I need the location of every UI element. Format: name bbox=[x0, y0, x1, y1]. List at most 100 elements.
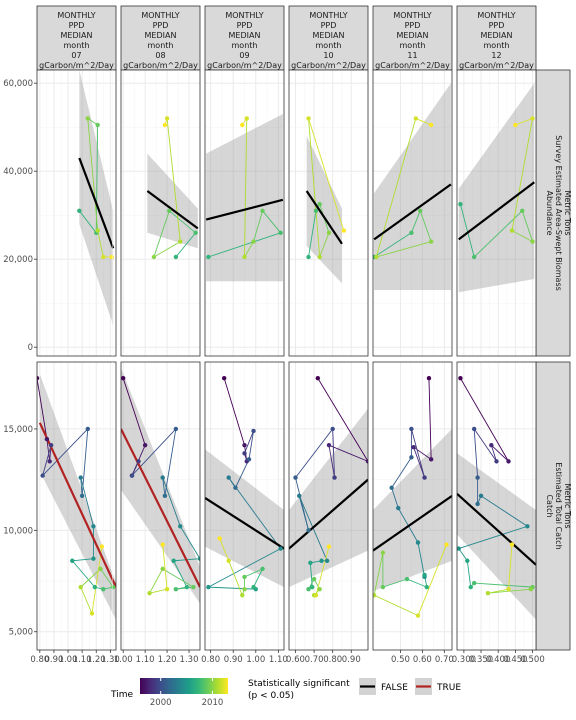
data-point bbox=[101, 586, 106, 592]
column-strip-label: MONTHLY bbox=[477, 11, 515, 20]
confidence-ribbon bbox=[79, 70, 114, 326]
data-point bbox=[278, 230, 283, 235]
x-tick-label: 0.60 bbox=[413, 655, 432, 665]
significance-legend-title: (p < 0.05) bbox=[248, 691, 294, 701]
x-tick-label: 1.20 bbox=[158, 655, 177, 665]
data-point bbox=[428, 122, 434, 128]
time-path-segment bbox=[508, 544, 513, 590]
data-point bbox=[330, 426, 335, 432]
column-strip-label: PPD bbox=[237, 21, 253, 30]
data-point bbox=[475, 501, 480, 507]
panel-1-0: 5,000 10,000 15,000 0.800.901.001.101.201.3… bbox=[3, 361, 120, 665]
time-path-segment bbox=[410, 210, 421, 233]
data-point bbox=[308, 560, 313, 565]
time-path-segment bbox=[42, 428, 89, 476]
column-strip-label: month bbox=[232, 41, 258, 50]
row-strip-label: Metric Tons bbox=[563, 483, 572, 528]
data-point bbox=[293, 475, 298, 480]
panel-content bbox=[305, 116, 347, 284]
data-point bbox=[509, 228, 515, 233]
regression-line bbox=[457, 493, 536, 566]
data-point bbox=[129, 473, 135, 478]
regression-line bbox=[458, 181, 535, 241]
time-path-segment bbox=[228, 477, 281, 549]
regression-line bbox=[373, 183, 452, 241]
panel-border bbox=[120, 361, 201, 651]
column-strip-3 bbox=[288, 5, 369, 71]
data-point bbox=[217, 536, 222, 541]
data-point bbox=[160, 542, 165, 547]
x-tick-label: 1.10 bbox=[136, 655, 155, 665]
data-point bbox=[485, 591, 491, 596]
data-point bbox=[373, 593, 377, 598]
data-point bbox=[78, 475, 83, 480]
data-point bbox=[167, 208, 172, 213]
data-point bbox=[206, 584, 211, 590]
data-point bbox=[530, 116, 535, 121]
panel-background bbox=[37, 362, 116, 650]
panel-border bbox=[120, 69, 201, 357]
column-strip-label: MONTHLY bbox=[57, 11, 95, 20]
time-path-segment bbox=[382, 578, 408, 588]
time-path-segment bbox=[373, 552, 384, 596]
y-tick-label: 20,000 bbox=[3, 255, 33, 265]
time-path-segment bbox=[428, 378, 432, 460]
time-path-segment bbox=[511, 118, 534, 231]
time-path-segment bbox=[248, 430, 254, 460]
data-point bbox=[424, 584, 429, 590]
significance-legend-title: Statistically significant bbox=[248, 679, 350, 689]
data-point bbox=[226, 475, 231, 480]
confidence-ribbon bbox=[39, 374, 116, 620]
panel-content bbox=[373, 83, 452, 290]
panel-content bbox=[373, 376, 452, 618]
data-point bbox=[98, 566, 103, 572]
time-path-segment bbox=[417, 544, 447, 616]
time-path-segment bbox=[308, 210, 317, 258]
time-path-segment bbox=[208, 548, 281, 588]
regression-line bbox=[78, 157, 115, 249]
x-tick-label: 1.00 bbox=[114, 655, 133, 665]
time-path-segment bbox=[417, 542, 426, 578]
panel-content bbox=[121, 368, 200, 604]
time-path-segment bbox=[490, 445, 497, 462]
time-path-segment bbox=[480, 495, 528, 527]
column-strip-label: MONTHLY bbox=[225, 11, 263, 20]
time-path-segment bbox=[415, 117, 432, 126]
data-point bbox=[240, 593, 245, 598]
time-path-segment bbox=[511, 230, 533, 242]
time-path-segment bbox=[219, 538, 230, 561]
x-tick-label: 0.450 bbox=[503, 655, 527, 665]
time-path-segment bbox=[328, 445, 335, 478]
data-point bbox=[458, 376, 463, 381]
data-point bbox=[95, 228, 100, 233]
time-path-segment bbox=[168, 210, 196, 234]
panel-0-2 bbox=[204, 69, 285, 357]
time-path-segment bbox=[244, 430, 254, 454]
time-path-segment bbox=[460, 378, 509, 462]
data-point bbox=[380, 584, 386, 590]
panel-content bbox=[205, 114, 284, 282]
x-tick-label: 0.90 bbox=[342, 655, 361, 665]
column-strip-label: month bbox=[64, 41, 90, 50]
regression-line bbox=[289, 478, 368, 550]
row-strip-label: Survey Estimated Area-Swept Biomass bbox=[554, 135, 563, 291]
column-strip-label: MEDIAN bbox=[313, 31, 345, 40]
time-path-segment bbox=[521, 210, 533, 242]
panel-0-4 bbox=[372, 69, 453, 357]
data-point bbox=[478, 493, 484, 499]
x-tick-label: 1.00 bbox=[59, 655, 78, 665]
time-path-segment bbox=[487, 588, 509, 594]
time-path-segment bbox=[235, 459, 250, 488]
data-point bbox=[513, 122, 518, 128]
column-strip-label: MEDIAN bbox=[61, 31, 93, 40]
data-point bbox=[178, 524, 183, 529]
data-point bbox=[457, 546, 461, 551]
time-path-segment bbox=[410, 428, 426, 478]
time-path-segment bbox=[319, 232, 330, 258]
panel-content bbox=[457, 376, 536, 620]
column-strip-label: MEDIAN bbox=[397, 31, 429, 40]
y-tick-label: 15,000 bbox=[3, 425, 33, 435]
confidence-ribbon bbox=[374, 83, 451, 290]
column-strip-label: PPD bbox=[405, 21, 421, 30]
column-strip-label: PPD bbox=[489, 21, 505, 30]
